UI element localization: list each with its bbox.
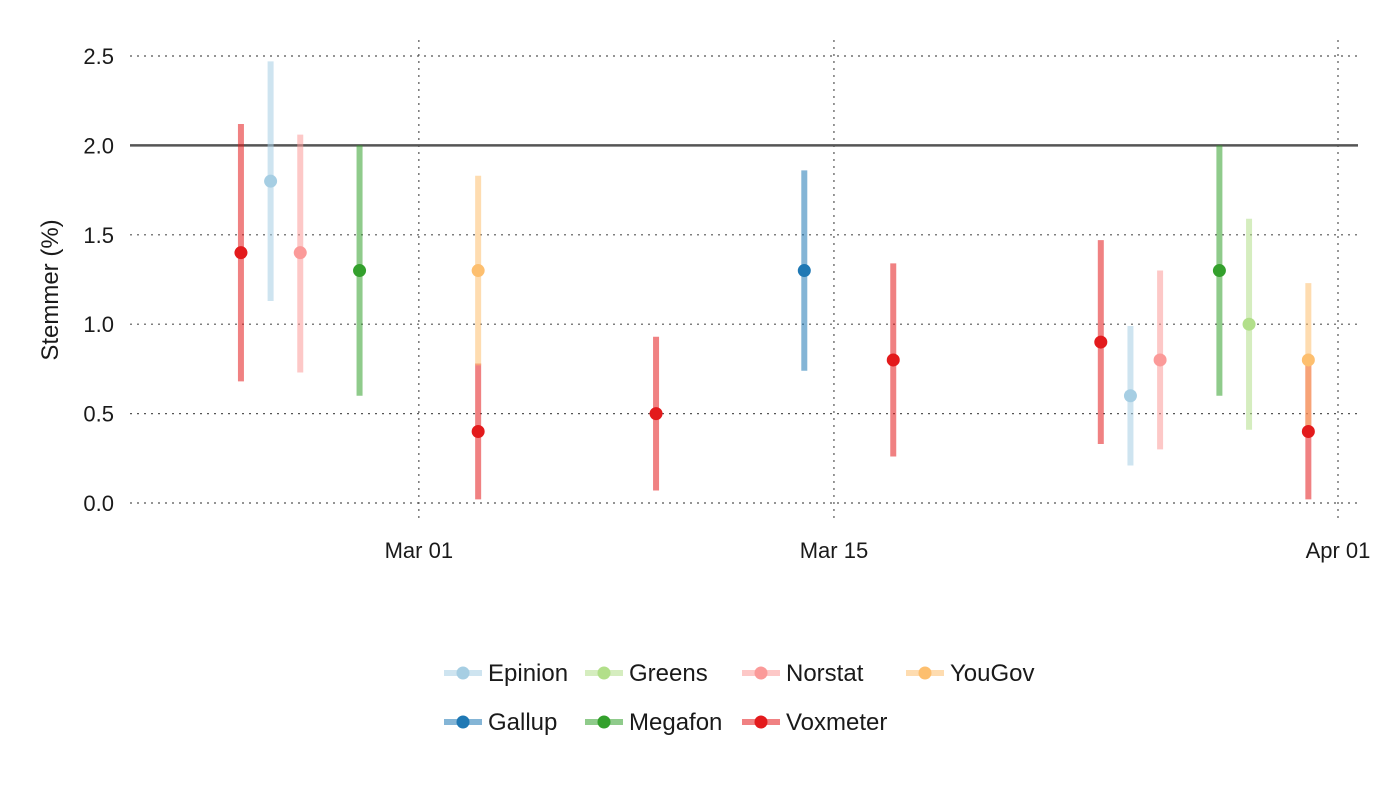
legend-key-dot xyxy=(597,666,611,680)
point-megafon xyxy=(353,264,367,278)
y-tick-label: 2.5 xyxy=(83,44,114,69)
point-voxmeter xyxy=(1301,424,1315,438)
x-tick-label: Apr 01 xyxy=(1306,538,1371,563)
legend-item-greens: Greens xyxy=(585,660,708,687)
point-voxmeter xyxy=(1094,335,1108,349)
point-norstat xyxy=(293,246,307,260)
point-epinion xyxy=(1123,389,1137,403)
point-yougov xyxy=(1301,353,1315,367)
legend-item-norstat: Norstat xyxy=(742,660,864,687)
legend-item-megafon: Megafon xyxy=(585,709,722,736)
legend-label: Gallup xyxy=(488,709,557,736)
legend-key-dot xyxy=(456,715,470,729)
legend-key-dot xyxy=(754,715,768,729)
point-norstat xyxy=(1153,353,1167,367)
y-tick-label: 0.0 xyxy=(83,491,114,516)
legend-label: Voxmeter xyxy=(786,709,887,736)
y-tick-label: 0.5 xyxy=(83,402,114,427)
data-points xyxy=(234,174,1315,438)
point-gallup xyxy=(797,264,811,278)
x-tick-label: Mar 15 xyxy=(800,538,868,563)
x-axis-ticks: Mar 01 Mar 15 Apr 01 xyxy=(385,538,1371,563)
legend-key-dot xyxy=(918,666,932,680)
y-tick-label: 1.5 xyxy=(83,223,114,248)
grid-lines xyxy=(130,40,1358,520)
legend-label: Megafon xyxy=(629,709,722,736)
legend-key-dot xyxy=(456,666,470,680)
point-greens xyxy=(1242,317,1256,331)
y-tick-label: 1.0 xyxy=(83,312,114,337)
point-voxmeter xyxy=(649,407,663,421)
legend: Epinion Greens Norstat YouGov Gallup Megafon V… xyxy=(444,660,1035,736)
legend-label: Greens xyxy=(629,660,708,687)
point-megafon xyxy=(1212,264,1226,278)
legend-item-yougov: YouGov xyxy=(906,660,1035,687)
point-voxmeter xyxy=(886,353,900,367)
legend-key-dot xyxy=(597,715,611,729)
legend-label: Epinion xyxy=(488,660,568,687)
y-axis-ticks: 0.0 0.5 1.0 1.5 2.0 2.5 xyxy=(83,44,114,516)
x-tick-label: Mar 01 xyxy=(385,538,453,563)
legend-item-voxmeter: Voxmeter xyxy=(742,709,887,736)
legend-key-dot xyxy=(754,666,768,680)
legend-item-epinion: Epinion xyxy=(444,660,568,687)
point-yougov xyxy=(471,264,485,278)
legend-item-gallup: Gallup xyxy=(444,709,557,736)
y-tick-label: 2.0 xyxy=(83,133,114,158)
point-voxmeter xyxy=(234,246,248,260)
y-axis-title: Stemmer (%) xyxy=(37,219,64,360)
legend-label: Norstat xyxy=(786,660,864,687)
error-bars xyxy=(237,61,1312,500)
point-voxmeter xyxy=(471,424,485,438)
legend-label: YouGov xyxy=(950,660,1035,687)
point-epinion xyxy=(264,174,278,188)
